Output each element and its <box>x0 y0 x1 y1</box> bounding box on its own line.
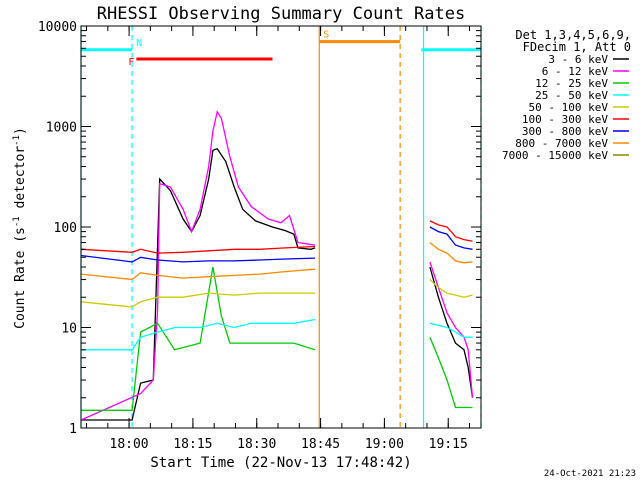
x-tick-label: 19:15 <box>429 437 468 452</box>
legend-header-line: Det 1,3,4,5,6,9, <box>515 28 631 42</box>
series-line-4 <box>80 279 473 308</box>
legend-header-line: FDecim 1, Att 0 <box>523 40 631 54</box>
legend-entry-label: 25 - 50 keV <box>535 89 608 102</box>
chart-title: RHESSI Observing Summary Count Rates <box>97 4 465 24</box>
x-tick-label: 18:15 <box>173 437 212 452</box>
legend-entry-label: 100 - 300 keV <box>522 113 608 126</box>
legend: Det 1,3,4,5,6,9,FDecim 1, Att 03 - 6 keV… <box>502 28 631 162</box>
y-tick-label: 100 <box>54 221 77 236</box>
footer-date: 24-Oct-2021 21:23 <box>544 469 636 479</box>
series-line-6 <box>80 226 473 263</box>
series-line-7 <box>80 242 473 281</box>
axes-frame <box>80 25 482 429</box>
flag-label-1: N <box>136 38 142 49</box>
legend-entry-label: 12 - 25 keV <box>535 77 608 90</box>
series-line-3 <box>81 318 473 351</box>
plot-area: NF S 1 10 100 1000 10000 18:00 18:15 18:30 18:45 19… <box>38 20 482 452</box>
x-tick-label: 18:45 <box>301 437 340 452</box>
series-line-1 <box>80 110 474 421</box>
x-axis-label: Start Time (22-Nov-13 17:48:42) <box>150 455 411 471</box>
series-line-2 <box>81 266 473 411</box>
legend-entry-label: 3 - 6 keV <box>548 53 608 66</box>
y-axis-label: Count Rate (s-1 detector-1) <box>12 127 28 329</box>
y-tick-label: 1 <box>69 422 77 437</box>
y-axis-label-sup1: -1 <box>12 216 22 227</box>
y-axis-label-main: Count Rate (s <box>13 227 28 329</box>
legend-entry-label: 800 - 7000 keV <box>515 137 608 150</box>
series-line-0 <box>81 148 474 421</box>
series-line-5 <box>80 220 473 254</box>
legend-entry-label: 50 - 100 keV <box>529 101 609 114</box>
y-tick-label: 10 <box>61 322 77 337</box>
legend-entry-label: 6 - 12 keV <box>542 65 609 78</box>
y-axis-label-sup2: -1 <box>12 135 22 146</box>
x-tick-label: 18:30 <box>237 437 276 452</box>
y-tick-label: 10000 <box>38 20 77 35</box>
y-axis-label-mid: detector <box>13 146 28 217</box>
y-tick-label: 1000 <box>46 121 77 136</box>
x-tick-label: 19:00 <box>365 437 404 452</box>
flag-label-3: S <box>323 30 329 41</box>
x-tick-label: 18:00 <box>110 437 149 452</box>
legend-entry-label: 300 - 800 keV <box>522 125 608 138</box>
legend-entry-label: 7000 - 15000 keV <box>502 149 608 162</box>
y-axis-label-end: ) <box>13 127 28 135</box>
flag-label-2: F <box>128 57 134 68</box>
